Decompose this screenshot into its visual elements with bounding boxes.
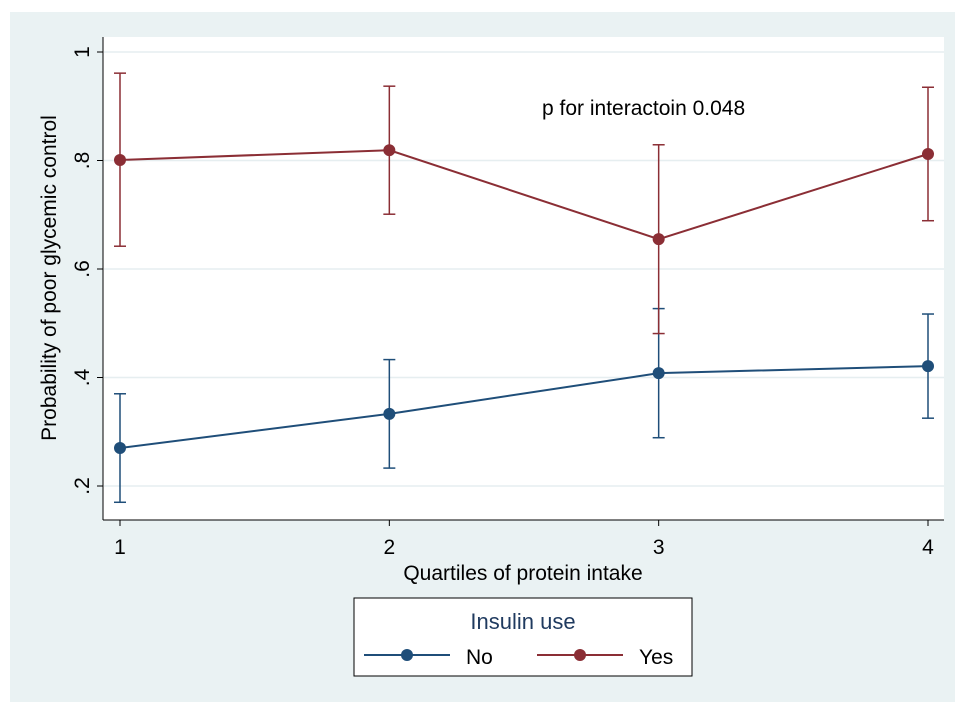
y-tick-label-2: .6 (71, 260, 94, 278)
series-line-yes (119, 149, 929, 241)
y-tick-label-0: .2 (71, 477, 94, 495)
series-no (114, 307, 934, 504)
y-tick-label-1: .4 (71, 368, 94, 386)
grid-lines (104, 51, 944, 487)
legend-marker-no (401, 649, 413, 661)
legend: Insulin use No Yes (353, 597, 693, 677)
data-point-yes-2 (383, 144, 396, 157)
x-tick-label-3: 4 (922, 536, 934, 559)
annotation-text: p for interactoin 0.048 (542, 97, 745, 120)
series-line-no (119, 365, 929, 450)
x-tick-label-0: 1 (114, 536, 126, 559)
data-point-yes-1 (114, 153, 126, 166)
plot-area (103, 37, 944, 520)
data-point-yes-4 (922, 147, 934, 160)
x-ticks: 1 2 3 4 (114, 520, 934, 559)
data-point-no-3 (652, 367, 665, 380)
series-yes (114, 72, 934, 335)
legend-label-yes: Yes (639, 646, 673, 669)
y-tick-label-3: .8 (71, 152, 94, 170)
x-tick-label-2: 3 (653, 536, 665, 559)
y-tick-label-4: 1 (71, 46, 94, 58)
data-point-no-4 (922, 360, 934, 373)
data-point-no-2 (383, 407, 396, 420)
x-axis-label: Quartiles of protein intake (403, 562, 642, 585)
legend-item-no: No (364, 646, 493, 669)
legend-label-no: No (466, 646, 493, 669)
y-axis-label: Probability of poor glycemic control (38, 115, 61, 441)
y-ticks: .2 .4 .6 .8 1 (71, 46, 103, 495)
legend-marker-yes (574, 649, 586, 661)
legend-item-yes: Yes (537, 646, 673, 669)
series (114, 72, 934, 504)
legend-title: Insulin use (470, 609, 575, 634)
data-point-no-1 (114, 442, 126, 455)
data-point-yes-3 (652, 233, 665, 246)
axes (102, 37, 944, 521)
legend-box (353, 597, 693, 677)
x-tick-label-1: 2 (383, 536, 395, 559)
